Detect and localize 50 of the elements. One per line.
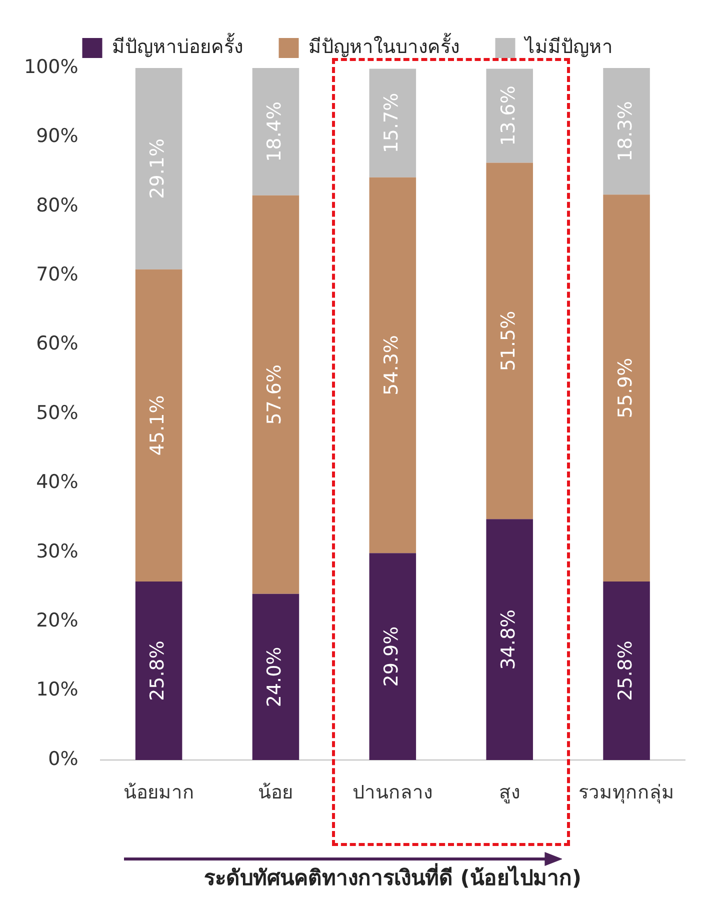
data-label: 54.3% [380,335,403,396]
data-label: 24.0% [264,646,286,708]
data-label: 45.1% [146,395,169,456]
bar [603,581,650,760]
data-label: 13.6% [498,86,520,146]
data-label: 25.8% [614,640,636,701]
data-label: 51.5% [498,310,520,372]
y-tick-label: 10% [36,678,78,701]
y-tick-label: 50% [36,402,78,424]
bar [486,162,533,520]
data-label: 25.8% [146,640,169,701]
legend-label: มีปัญหาบ่อยครั้ง [112,32,243,58]
data-label: 29.1% [146,138,169,199]
y-tick-label: 60% [36,332,78,355]
bar [369,68,416,178]
data-label: 15.7% [380,92,403,154]
y-tick-label: 70% [36,264,78,286]
bar [252,594,300,760]
y-tick-label: 0% [48,748,78,770]
bar [369,553,416,760]
bar [135,68,182,270]
x-tick-label: สูง [499,781,520,804]
x-tick-label: น้อยมาก [123,781,194,804]
bar [603,194,650,582]
x-axis-title: ระดับทัศนคติทางการเงินที่ดี (น้อยไปมาก) [204,862,582,890]
bar [135,581,182,760]
bar [369,177,416,554]
data-label: 57.6% [264,364,286,425]
x-tick-label: รวมทุกกลุ่ม [578,781,675,804]
bar [135,269,182,582]
y-tick-label: 40% [36,471,78,494]
bar [252,68,300,196]
legend-label: ไม่มีปัญหา [522,36,613,58]
bar [252,195,300,594]
data-label: 18.3% [614,101,636,162]
y-tick-label: 20% [36,610,78,632]
y-tick-label: 90% [36,125,78,148]
bar [486,68,533,163]
bar [603,68,650,195]
data-label: 55.9% [614,358,636,418]
y-tick-label: 100% [24,56,78,78]
bar [486,519,533,760]
y-tick-label: 80% [36,194,78,216]
data-label: 18.4% [264,101,286,162]
data-label: 34.8% [498,609,520,670]
x-tick-label: ปานกลาง [352,781,433,804]
data-label: 29.9% [380,626,403,687]
y-tick-label: 30% [36,540,78,562]
legend-label: มีปัญหาในบางครั้ง [308,32,460,58]
x-tick-label: น้อย [258,781,294,804]
